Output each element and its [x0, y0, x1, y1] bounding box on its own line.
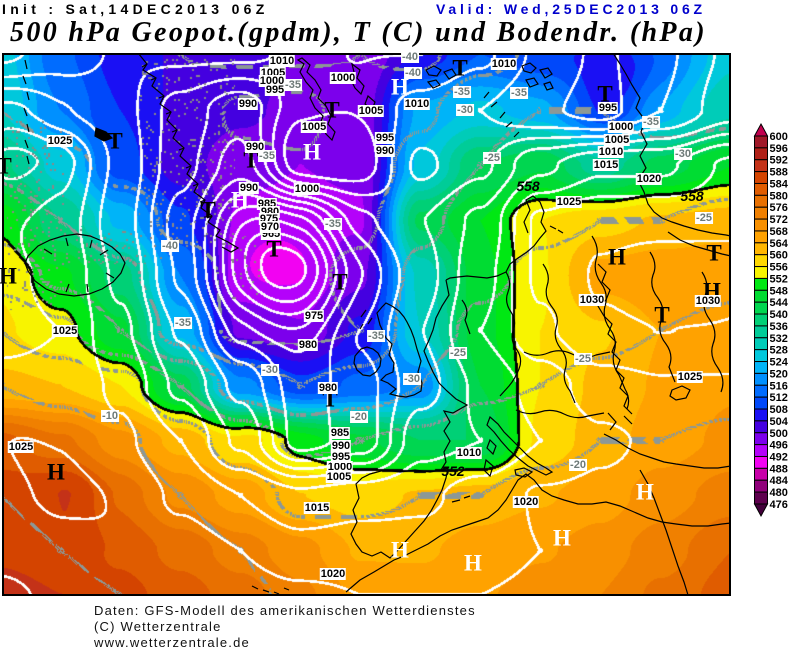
svg-text:488: 488: [770, 463, 788, 475]
svg-text:556: 556: [770, 262, 788, 274]
svg-text:552: 552: [770, 273, 788, 285]
svg-text:584: 584: [770, 178, 789, 190]
svg-text:512: 512: [770, 392, 788, 404]
svg-text:532: 532: [770, 333, 788, 345]
svg-text:508: 508: [770, 404, 788, 416]
svg-text:536: 536: [770, 321, 788, 333]
svg-text:588: 588: [770, 167, 788, 179]
svg-text:600: 600: [770, 131, 788, 143]
svg-text:480: 480: [770, 487, 788, 499]
svg-text:524: 524: [770, 357, 789, 369]
svg-text:564: 564: [770, 238, 789, 250]
svg-text:568: 568: [770, 226, 788, 238]
svg-text:580: 580: [770, 190, 788, 202]
svg-text:576: 576: [770, 202, 788, 214]
svg-text:572: 572: [770, 214, 788, 226]
svg-text:596: 596: [770, 143, 788, 155]
svg-text:544: 544: [770, 297, 789, 309]
svg-text:540: 540: [770, 309, 788, 321]
svg-text:520: 520: [770, 368, 788, 380]
svg-text:500: 500: [770, 428, 788, 440]
svg-text:492: 492: [770, 451, 788, 463]
svg-text:484: 484: [770, 475, 789, 487]
svg-text:496: 496: [770, 440, 788, 452]
svg-text:548: 548: [770, 285, 788, 297]
svg-text:528: 528: [770, 345, 788, 357]
svg-text:516: 516: [770, 380, 788, 392]
svg-text:504: 504: [770, 416, 789, 428]
svg-text:476: 476: [770, 499, 788, 511]
svg-text:592: 592: [770, 155, 788, 167]
svg-text:560: 560: [770, 250, 788, 262]
